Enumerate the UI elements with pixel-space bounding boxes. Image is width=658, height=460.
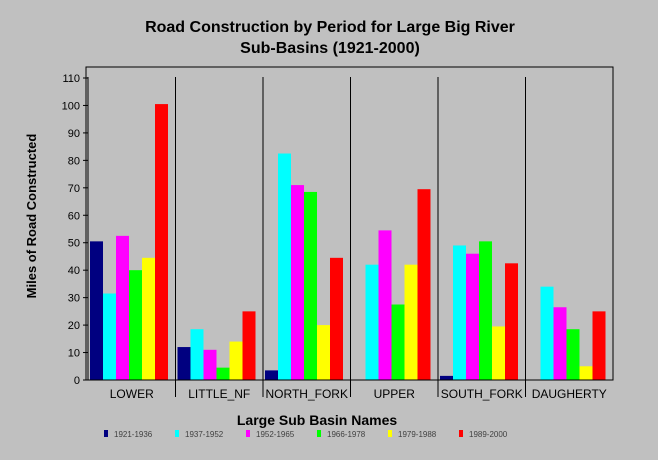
legend: 1921-1936 1937-1952 1952-1965 1966-1978 1979…: [104, 430, 508, 439]
bar: [190, 329, 204, 380]
legend-label: 1966-1978: [327, 430, 366, 439]
y-tick-label: 20: [68, 320, 80, 332]
bar: [540, 286, 554, 380]
bar: [453, 245, 466, 380]
bar: [505, 263, 518, 380]
bar: [304, 191, 317, 380]
bar: [90, 241, 103, 380]
bar: [566, 329, 580, 380]
bar: [242, 311, 256, 380]
bar: [216, 367, 230, 380]
legend-label: 1989-2000: [469, 430, 508, 439]
bar: [116, 235, 129, 380]
bar: [391, 304, 405, 380]
bar: [479, 241, 492, 380]
y-tick-label: 90: [68, 128, 80, 140]
bar: [278, 153, 291, 380]
y-tick-label: 40: [68, 265, 80, 277]
y-tick-label: 70: [68, 183, 80, 195]
x-tick-label: NORTH_FORK: [266, 387, 348, 401]
bar: [142, 257, 155, 380]
y-tick-label: 110: [62, 73, 80, 85]
bar: [155, 104, 168, 380]
axes-layer: 0 10 20 30 40 50 60 70 80 90 100 110 LOWER LITTLE_NF N…: [62, 73, 613, 401]
legend-label: 1937-1952: [185, 430, 224, 439]
y-tick-label: 100: [62, 100, 80, 112]
bar: [579, 366, 593, 380]
bar: [265, 370, 278, 380]
bar: [177, 347, 191, 380]
x-tick-label: DAUGHERTY: [532, 387, 607, 401]
bar: [440, 375, 453, 380]
bar: [592, 311, 606, 380]
legend-swatch: [175, 430, 179, 437]
legend-swatch: [104, 430, 108, 437]
bar: [317, 325, 330, 380]
bar: [203, 349, 217, 380]
bar: [466, 253, 479, 380]
bar: [553, 307, 567, 380]
y-tick-label: 80: [68, 155, 80, 167]
bar: [129, 270, 142, 380]
bar: [103, 293, 116, 380]
bars-layer: [90, 104, 606, 380]
legend-label: 1952-1965: [256, 430, 295, 439]
chart-title: Road Construction by Period for Large Bi…: [145, 19, 515, 36]
bar: [404, 264, 418, 380]
legend-label: 1979-1988: [398, 430, 437, 439]
x-tick-label: LOWER: [110, 387, 154, 401]
legend-label: 1921-1936: [114, 430, 153, 439]
y-tick-label: 50: [68, 238, 80, 250]
chart-subtitle: Sub-Basins (1921-2000): [240, 40, 420, 57]
y-axis-label: Miles of Road Constructed: [24, 134, 39, 299]
legend-swatch: [246, 430, 250, 437]
bar: [378, 230, 392, 380]
x-tick-label: UPPER: [374, 387, 416, 401]
legend-swatch: [459, 430, 463, 437]
legend-swatch: [388, 430, 392, 437]
y-tick-label: 10: [68, 348, 80, 360]
y-tick-label: 60: [68, 210, 80, 222]
x-tick-label: SOUTH_FORK: [441, 387, 523, 401]
bar: [330, 257, 343, 380]
bar: [492, 326, 505, 380]
bar: [291, 185, 304, 380]
bar: [417, 189, 431, 380]
y-tick-label: 30: [68, 293, 80, 305]
bar: [365, 264, 379, 380]
y-tick-label: 0: [74, 375, 80, 387]
bar: [229, 341, 243, 380]
x-axis-label: Large Sub Basin Names: [237, 412, 397, 428]
legend-swatch: [317, 430, 321, 437]
x-tick-label: LITTLE_NF: [188, 387, 250, 401]
